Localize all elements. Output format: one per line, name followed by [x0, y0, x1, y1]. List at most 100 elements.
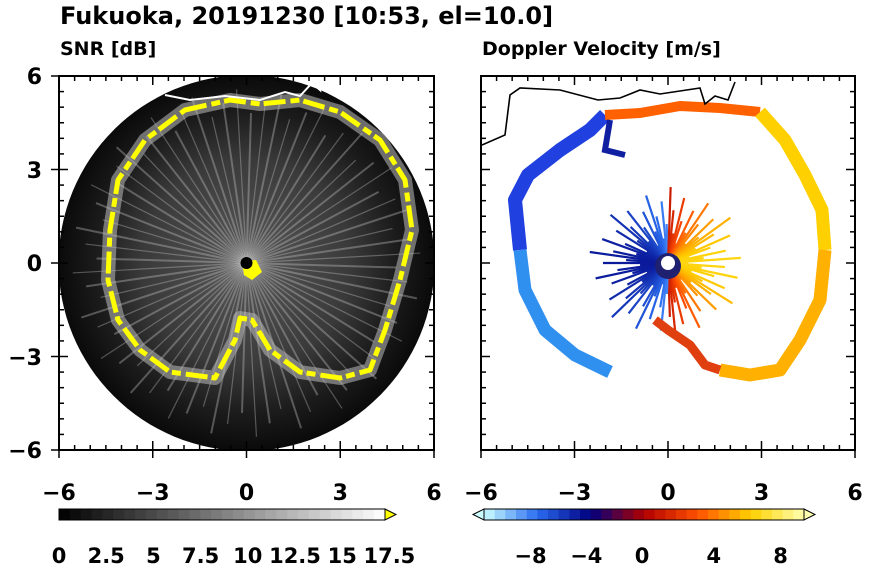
doppler-colorbar-swatch	[494, 509, 506, 520]
snr-colorbar-label: 2.5	[88, 544, 125, 568]
doppler-colorbar-swatch	[505, 509, 517, 520]
doppler-arc-northwest	[508, 110, 610, 251]
snr-x-tick-label: −3	[136, 481, 170, 506]
doppler-colorbar-swatch	[548, 509, 560, 520]
snr-colorbar-swatch	[276, 509, 288, 520]
snr-y-tick-label: 0	[27, 252, 42, 277]
doppler-colorbar-swatch	[633, 509, 645, 520]
doppler-x-tick-label: 6	[847, 481, 862, 506]
snr-ray	[246, 198, 396, 264]
doppler-colorbar-swatch	[708, 509, 720, 520]
snr-ray	[245, 107, 326, 264]
snr-ray	[245, 119, 291, 264]
doppler-panel-title: Doppler Velocity [m/s]	[482, 38, 721, 60]
snr-ray	[174, 130, 248, 264]
snr-echo-ring	[105, 97, 415, 381]
snr-ray	[113, 262, 247, 335]
snr-ray	[211, 116, 248, 264]
snr-ray	[118, 183, 248, 264]
snr-ray	[246, 262, 350, 373]
doppler-colorbar-swatch	[654, 509, 666, 520]
snr-colorbar-swatch	[232, 509, 245, 520]
snr-y-tick-label: 6	[27, 65, 42, 90]
snr-ray	[246, 132, 344, 264]
doppler-panel: −6 −3 0 3 6 −8 −4 0 4 8	[464, 75, 863, 568]
doppler-coastline	[481, 81, 736, 146]
snr-colorbar-label: 5	[146, 544, 161, 568]
snr-ray	[150, 117, 248, 264]
snr-colorbar-swatch	[200, 509, 212, 520]
snr-ray	[246, 262, 391, 307]
snr-colorbar-swatch	[178, 509, 190, 520]
doppler-colorbar-swatch	[569, 509, 581, 520]
snr-rays	[72, 89, 421, 437]
snr-colorbar-swatch	[59, 509, 71, 520]
doppler-colorbar-swatch	[750, 509, 762, 520]
snr-coastline	[164, 77, 322, 102]
snr-ray	[245, 262, 348, 391]
snr-ray	[96, 257, 247, 264]
snr-colorbar-label: 0	[52, 544, 67, 568]
figure-title: Fukuoka, 20191230 [10:53, el=10.0]	[60, 2, 553, 30]
snr-ray	[167, 262, 248, 419]
snr-ray	[245, 132, 364, 264]
snr-tick-marks	[51, 75, 435, 458]
snr-colorbar-label: 15	[328, 544, 357, 568]
doppler-arc-south	[652, 316, 722, 375]
snr-y-tick-labels: 6 3 0 −3 −6	[8, 65, 42, 464]
doppler-arc-east	[718, 249, 832, 382]
snr-ray	[245, 262, 375, 343]
doppler-x-tick-label: 3	[754, 481, 769, 506]
snr-ray	[181, 113, 248, 264]
snr-panel-title: SNR [dB]	[60, 38, 156, 60]
snr-ray	[100, 262, 247, 359]
snr-colorbar-swatch	[243, 509, 256, 520]
doppler-colorbar-label: 8	[773, 544, 788, 568]
snr-x-tick-label: −6	[42, 481, 76, 506]
snr-ray	[129, 262, 248, 394]
snr-colorbar-label: 10	[233, 544, 262, 568]
snr-x-tick-labels: −6 −3 0 3 6	[42, 481, 442, 506]
doppler-colorbar-extend-max	[803, 508, 817, 521]
snr-colorbar-extend-max	[384, 508, 398, 521]
snr-ray	[235, 89, 248, 264]
snr-x-tick-label: 6	[426, 481, 441, 506]
snr-ray	[190, 97, 248, 264]
doppler-colorbar-swatch	[729, 509, 741, 520]
doppler-radar-site	[661, 256, 675, 270]
snr-ray	[246, 262, 377, 361]
snr-ray	[245, 112, 308, 264]
doppler-colorbar-extend-min	[471, 508, 485, 521]
snr-ray	[245, 161, 375, 264]
snr-ray	[246, 262, 408, 283]
snr-colorbar-swatch	[222, 509, 234, 520]
snr-colorbar-swatch	[113, 509, 125, 520]
doppler-arc-fragment	[601, 119, 626, 158]
doppler-colorbar-swatch	[526, 509, 538, 520]
doppler-arc-northeast	[755, 107, 832, 251]
snr-colorbar-frame	[58, 508, 386, 521]
snr-y-tick-label: 3	[27, 159, 42, 184]
snr-ray	[246, 238, 407, 264]
snr-ray	[241, 262, 248, 413]
snr-ray	[116, 165, 247, 264]
snr-ray	[246, 227, 393, 264]
doppler-colorbar	[471, 508, 817, 521]
doppler-colorbar-swatch	[772, 509, 784, 520]
snr-ray	[245, 262, 378, 380]
doppler-colorbar-swatch	[601, 509, 613, 520]
doppler-x-tick-label: 0	[660, 481, 675, 506]
doppler-arc-north	[604, 101, 761, 120]
snr-colorbar-swatch	[167, 509, 180, 520]
snr-ray	[246, 159, 357, 264]
snr-colorbar-swatch	[211, 509, 223, 520]
snr-colorbar-swatch	[265, 509, 277, 520]
snr-ray	[136, 262, 247, 367]
snr-ray	[143, 153, 247, 264]
snr-colorbar-tick-labels: 0 2.5 5 7.5 10 12.5 15 17.5	[52, 544, 416, 568]
snr-x-tick-label: 0	[239, 481, 254, 506]
snr-y-tick-label: −6	[8, 439, 42, 464]
snr-ray	[95, 202, 247, 264]
snr-ray	[245, 262, 258, 437]
